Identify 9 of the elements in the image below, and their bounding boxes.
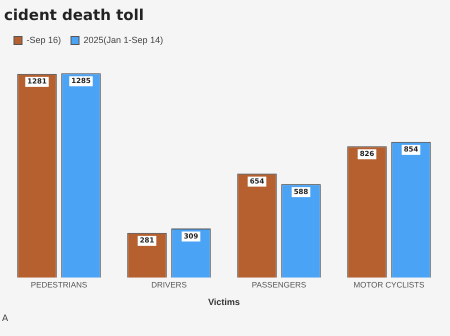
x-tick-label: PASSENGERS — [252, 280, 306, 290]
x-axis-title: Victims — [208, 297, 240, 308]
legend-label: -Sep 16) — [26, 34, 62, 45]
chart-title: cident death toll — [4, 6, 144, 24]
x-tick-label: PEDESTRIANS — [30, 280, 88, 290]
x-tick-label: DRIVERS — [151, 280, 187, 290]
x-tick-label: MOTOR CYCLISTS — [354, 280, 424, 290]
legend-label: 2025(Jan 1-Sep 14) — [84, 34, 164, 45]
text: A — [2, 314, 8, 324]
